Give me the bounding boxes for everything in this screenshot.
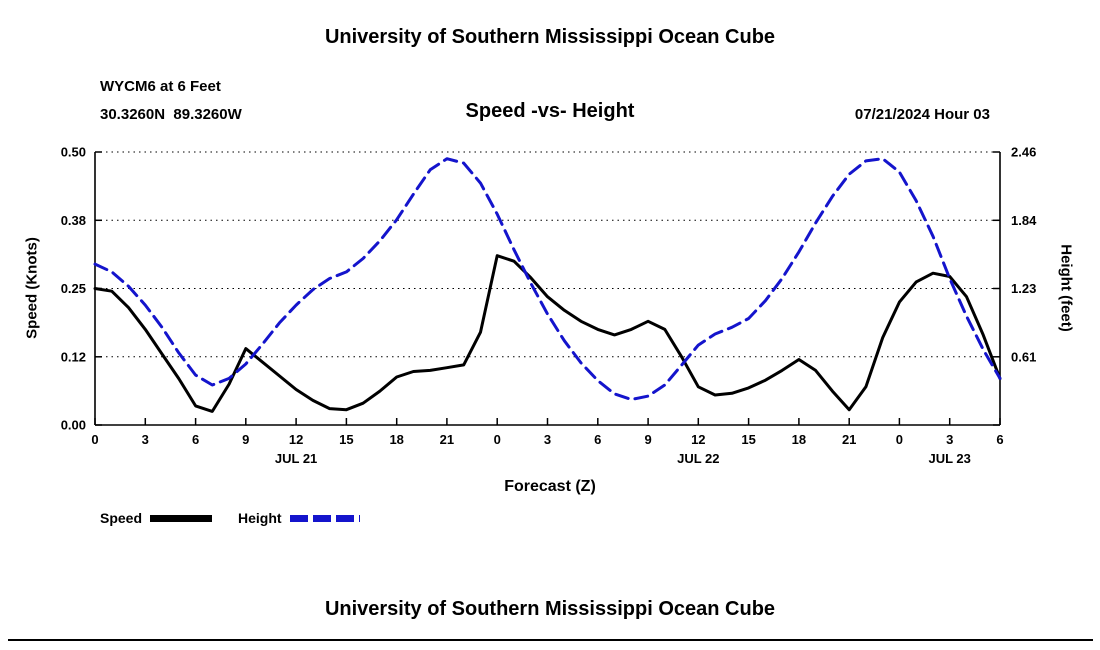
x-tick-label: 3 xyxy=(142,432,149,447)
x-date-label: JUL 22 xyxy=(677,451,719,466)
legend: Speed Height xyxy=(100,510,360,526)
x-date-label: JUL 21 xyxy=(275,451,317,466)
station-label: WYCM6 at 6 Feet xyxy=(100,78,221,95)
page-title: University of Southern Mississippi Ocean… xyxy=(324,26,776,48)
chart-title: Speed -vs- Height xyxy=(465,100,635,122)
x-tick-label: 21 xyxy=(842,432,856,447)
x-tick-label: 21 xyxy=(440,432,454,447)
x-tick-label: 18 xyxy=(792,432,806,447)
y-right-tick-label: 0.61 xyxy=(1011,349,1036,364)
x-tick-label: 12 xyxy=(289,432,303,447)
x-tick-label: 6 xyxy=(594,432,601,447)
x-tick-label: 6 xyxy=(192,432,199,447)
legend-speed-swatch xyxy=(150,514,213,522)
x-axis-label: Forecast (Z) xyxy=(504,478,596,495)
x-tick-label: 0 xyxy=(91,432,98,447)
x-date-label: JUL 23 xyxy=(928,451,970,466)
x-tick-label: 3 xyxy=(946,432,953,447)
x-tick-label: 9 xyxy=(644,432,651,447)
x-tick-label: 9 xyxy=(242,432,249,447)
coordinates-label: 30.3260N 89.3260W xyxy=(100,106,242,123)
x-tick-label: 15 xyxy=(741,432,755,447)
forecast-datetime-label: 07/21/2024 Hour 03 xyxy=(854,106,990,123)
footer-title: University of Southern Mississippi Ocean… xyxy=(324,598,776,620)
x-tick-label: 18 xyxy=(389,432,403,447)
y-left-tick-label: 0.25 xyxy=(61,281,86,296)
y-right-tick-label: 1.23 xyxy=(1011,281,1036,296)
y-left-tick-label: 0.38 xyxy=(61,213,86,228)
legend-height-label: Height xyxy=(238,510,282,526)
x-tick-label: 12 xyxy=(691,432,705,447)
legend-height-swatch xyxy=(289,514,360,522)
y-left-tick-label: 0.12 xyxy=(61,349,86,364)
y-right-tick-label: 1.84 xyxy=(1011,213,1037,228)
y-right-tick-label: 2.46 xyxy=(1011,145,1036,160)
y-left-tick-label: 0.50 xyxy=(61,145,86,160)
x-tick-label: 3 xyxy=(544,432,551,447)
x-tick-label: 15 xyxy=(339,432,353,447)
x-tick-label: 0 xyxy=(896,432,903,447)
series-line-speed xyxy=(93,254,1002,413)
y-left-tick-label: 0.00 xyxy=(61,418,86,433)
x-tick-label: 0 xyxy=(494,432,501,447)
legend-speed-label: Speed xyxy=(100,510,143,526)
footer-divider xyxy=(8,639,1093,641)
x-tick-label: 6 xyxy=(996,432,1003,447)
series-line-height xyxy=(93,157,1002,401)
